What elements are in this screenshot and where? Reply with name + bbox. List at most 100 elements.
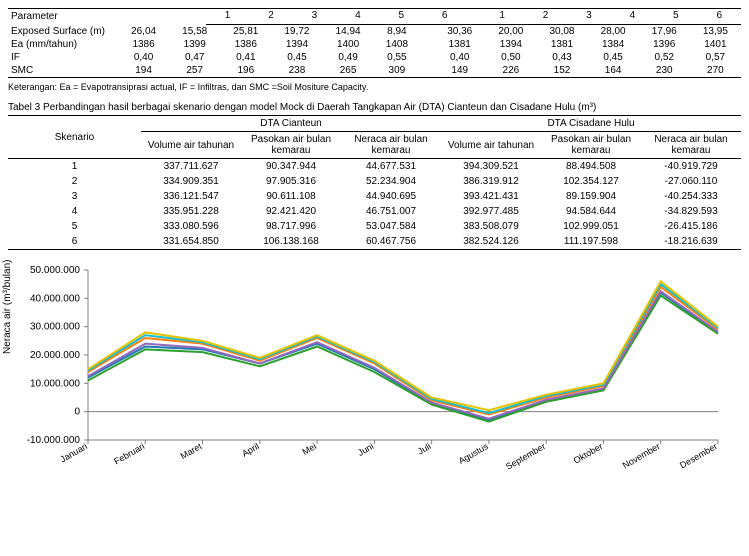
- table3-cell: 394.309.521: [441, 159, 541, 175]
- table3-cell: 102.354.127: [541, 174, 641, 189]
- table3-group-right: DTA Cisadane Hulu: [441, 116, 741, 132]
- param-cell: 26,04: [118, 25, 169, 38]
- table3-col: Volume air tahunan: [141, 132, 241, 159]
- table3-cell: 60.467.756: [341, 234, 441, 250]
- table3-key: 5: [8, 219, 141, 234]
- param-cell: 152: [536, 64, 587, 78]
- table3-cell: 336.121.547: [141, 189, 241, 204]
- param-cell: 1401: [690, 38, 741, 51]
- svg-text:Juli: Juli: [416, 441, 433, 456]
- table3-cell: -40.919.729: [641, 159, 741, 175]
- param-cell: 0,43: [536, 51, 587, 64]
- svg-text:November: November: [621, 441, 662, 470]
- param-cell: 20,00: [485, 25, 536, 38]
- param-cell: 0,41: [220, 51, 271, 64]
- param-rowlabel: Exposed Surface (m): [8, 25, 118, 38]
- param-cell: 1399: [169, 38, 220, 51]
- param-cell: 196: [220, 64, 271, 78]
- param-cell: 0,52: [639, 51, 690, 64]
- param-cell: 257: [169, 64, 220, 78]
- param-cell: 14,94: [323, 25, 374, 38]
- param-cell: 0,49: [323, 51, 374, 64]
- svg-text:-10.000.000: -10.000.000: [27, 435, 81, 446]
- param-cell: 238: [271, 64, 322, 78]
- param-rowlabel: IF: [8, 51, 118, 64]
- svg-text:Desember: Desember: [678, 441, 719, 470]
- param-cell: 1384: [588, 38, 639, 51]
- table3-cell: 337.711.627: [141, 159, 241, 175]
- line-chart: Neraca air (m³/bulan) -10.000.000010.000…: [8, 264, 741, 474]
- param-cell: 270: [690, 64, 741, 78]
- param-cell: 164: [588, 64, 639, 78]
- table3-cell: 102.999.051: [541, 219, 641, 234]
- table3-cell: 44.677.531: [341, 159, 441, 175]
- table3-cell: 52.234.904: [341, 174, 441, 189]
- chart-ylabel: Neraca air (m³/bulan): [2, 260, 13, 354]
- table3-col: Pasokan air bulan kemarau: [241, 132, 341, 159]
- table3-cell: 92.421.420: [241, 204, 341, 219]
- param-cell: 1408: [374, 38, 421, 51]
- svg-text:10.000.000: 10.000.000: [30, 378, 80, 389]
- svg-text:50.000.000: 50.000.000: [30, 265, 80, 276]
- param-header: Parameter: [8, 9, 206, 25]
- table3-key: 4: [8, 204, 141, 219]
- table3-key: 1: [8, 159, 141, 175]
- param-cell: 15,58: [169, 25, 220, 38]
- param-cell: 1381: [536, 38, 587, 51]
- param-cell: 0,40: [434, 51, 485, 64]
- table3-cell: 334.909.351: [141, 174, 241, 189]
- table3-cell: 88.494.508: [541, 159, 641, 175]
- param-cell: 17,96: [639, 25, 690, 38]
- param-cell: 149: [434, 64, 485, 78]
- table3-cell: -34.829.593: [641, 204, 741, 219]
- table-parameters-body: Exposed Surface (m)26,0415,5825,8119,721…: [8, 25, 741, 78]
- svg-text:30.000.000: 30.000.000: [30, 322, 80, 333]
- param-cell: 1386: [220, 38, 271, 51]
- table3-cell: 393.421.431: [441, 189, 541, 204]
- svg-text:20.000.000: 20.000.000: [30, 350, 80, 361]
- svg-text:Oktober: Oktober: [572, 441, 605, 466]
- table3-cell: 90.611.108: [241, 189, 341, 204]
- table3-cell: -26.415.186: [641, 219, 741, 234]
- table3-cell: 90.347.944: [241, 159, 341, 175]
- param-cell: 0,45: [588, 51, 639, 64]
- param-cell: 230: [639, 64, 690, 78]
- table1-footnote: Keterangan: Ea = Evapotransiprasi actual…: [8, 82, 741, 92]
- table3-col: Volume air tahunan: [441, 132, 541, 159]
- svg-text:0: 0: [74, 407, 80, 418]
- table3-key: 6: [8, 234, 141, 250]
- table3-cell: 53.047.584: [341, 219, 441, 234]
- table3-cell: 44.940.695: [341, 189, 441, 204]
- param-rowlabel: Ea (mm/tahun): [8, 38, 118, 51]
- param-cell: 1386: [118, 38, 169, 51]
- param-cell: 0,55: [374, 51, 421, 64]
- param-cell: 1400: [323, 38, 374, 51]
- table-parameters: Parameter 1 2 3 4 5 6 1 2 3 4 5 6: [8, 8, 741, 25]
- svg-text:Mei: Mei: [301, 441, 319, 457]
- table3-cell: 94.584.644: [541, 204, 641, 219]
- table3: Skenario DTA Cianteun DTA Cisadane Hulu …: [8, 115, 741, 250]
- param-cell: 226: [485, 64, 536, 78]
- table3-col: Pasokan air bulan kemarau: [541, 132, 641, 159]
- param-cell: 25,81: [220, 25, 271, 38]
- param-cell: 28,00: [588, 25, 639, 38]
- table3-cell: -27.060.110: [641, 174, 741, 189]
- param-cell: 30,36: [434, 25, 485, 38]
- param-cell: 8,94: [374, 25, 421, 38]
- table3-key: 3: [8, 189, 141, 204]
- table3-cell: 386.319.912: [441, 174, 541, 189]
- svg-text:40.000.000: 40.000.000: [30, 293, 80, 304]
- table3-group-left: DTA Cianteun: [141, 116, 441, 132]
- param-rowlabel: SMC: [8, 64, 118, 78]
- param-cell: 194: [118, 64, 169, 78]
- param-cell: 0,47: [169, 51, 220, 64]
- table3-cell: 111.197.598: [541, 234, 641, 250]
- svg-text:Februari: Februari: [112, 441, 146, 466]
- param-cell: 0,45: [271, 51, 322, 64]
- table3-cell: 383.508.079: [441, 219, 541, 234]
- table3-col: Neraca air bulan kemarau: [641, 132, 741, 159]
- table3-cell: 89.159.904: [541, 189, 641, 204]
- table3-cell: 392.977.485: [441, 204, 541, 219]
- param-cell: 0,50: [485, 51, 536, 64]
- svg-text:April: April: [240, 441, 261, 459]
